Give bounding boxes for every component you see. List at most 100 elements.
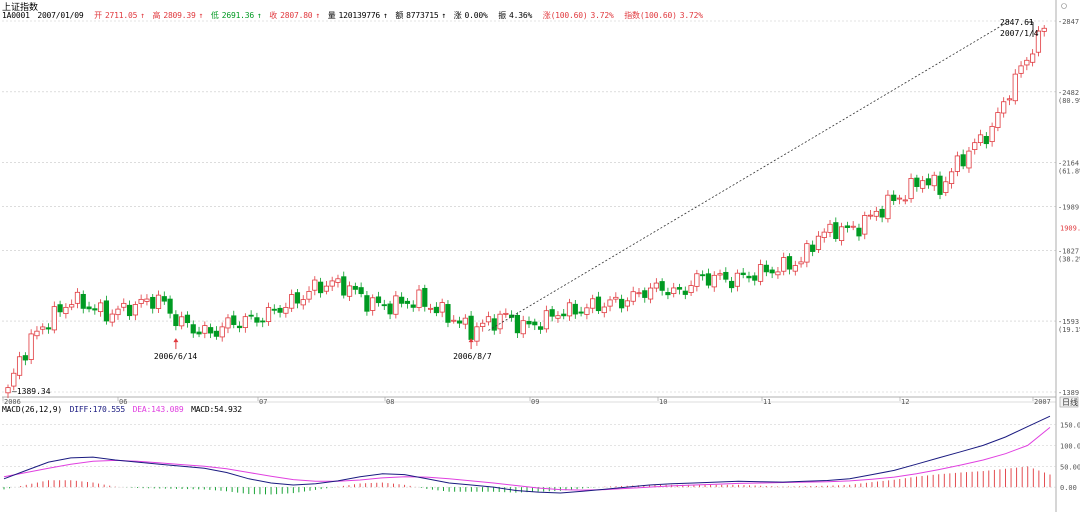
candle-up xyxy=(219,326,225,338)
candle-up xyxy=(711,274,717,288)
macd-value: MACD:54.932 xyxy=(191,405,242,414)
candle-down xyxy=(364,295,370,312)
candle-up xyxy=(132,304,138,316)
candle-up xyxy=(671,287,677,294)
candle-up xyxy=(109,313,115,323)
index-code: 1A0001 2007/01/09 xyxy=(2,11,84,20)
price-axis: -2847.6 -2482.9 -2164.9 -1989.9 -1827.5 -1593… xyxy=(1058,18,1080,397)
candle-down xyxy=(86,306,92,310)
date-tick-label: 2006 xyxy=(4,398,21,406)
candle-up xyxy=(798,261,804,265)
candle-up xyxy=(781,257,787,272)
candle-up xyxy=(1035,30,1042,53)
candle-down xyxy=(208,327,214,334)
macd-info-bar: MACD(26,12,9) DIFF:170.555 DEA:143.089 M… xyxy=(2,405,245,414)
volume-field: 量 120139776 ↑ xyxy=(327,11,388,20)
candle-up xyxy=(323,285,329,292)
candle-down xyxy=(960,154,966,167)
candle-down xyxy=(22,355,28,361)
chart-buttons[interactable]: 日线 xyxy=(1059,3,1079,408)
candle-down xyxy=(537,326,544,330)
change-field: 涨 0.00% xyxy=(453,11,488,20)
candle-up xyxy=(601,306,607,314)
candle-down xyxy=(196,331,202,335)
macd-tick-label: 0.00 xyxy=(1060,484,1077,492)
candle-up xyxy=(300,299,306,306)
candle-up xyxy=(427,307,434,310)
candle-up xyxy=(885,194,891,220)
candle-down xyxy=(891,194,897,201)
candle-up xyxy=(584,307,590,315)
candle-up xyxy=(1018,65,1024,74)
scroll-indicator-icon[interactable] xyxy=(1061,3,1067,9)
candle-down xyxy=(729,280,735,289)
trend-line-layer xyxy=(488,20,1010,331)
candle-up xyxy=(1041,27,1047,32)
candle-down xyxy=(404,300,411,304)
candle-down xyxy=(549,309,555,317)
candle-down xyxy=(786,256,793,270)
candle-up xyxy=(948,171,955,184)
candle-up xyxy=(931,174,937,187)
grid-lines xyxy=(2,0,1057,512)
candle-up xyxy=(995,112,1001,128)
candle-up xyxy=(590,298,596,309)
candle-down xyxy=(914,177,920,187)
candle-down xyxy=(150,296,156,309)
candles-layer xyxy=(5,25,1047,399)
candle-up xyxy=(138,298,144,304)
candle-up xyxy=(346,285,353,297)
percent-tick-label: (38.2%) xyxy=(1058,255,1080,263)
candle-down xyxy=(491,318,497,331)
candle-down xyxy=(80,293,86,309)
candle-down xyxy=(763,264,769,273)
candle-up xyxy=(1001,101,1007,114)
day-k-button-label[interactable]: 日线 xyxy=(1062,397,1078,407)
candle-up xyxy=(474,326,480,342)
macd-tick-label: 50.00 xyxy=(1060,463,1080,471)
candle-down xyxy=(45,327,52,330)
candle-up xyxy=(202,325,208,334)
candle-down xyxy=(682,290,688,295)
date-tick-label: 2007 xyxy=(1034,398,1051,406)
candle-down xyxy=(271,308,277,311)
candle-up xyxy=(821,231,827,238)
candle-up xyxy=(335,278,341,283)
candle-up xyxy=(902,199,908,202)
price-tick-label: -1593.5 xyxy=(1058,318,1080,326)
candle-up xyxy=(155,294,162,309)
candle-up xyxy=(16,356,23,376)
peak-date-label: 2007/1/4 xyxy=(1000,29,1039,38)
candle-up xyxy=(607,299,613,307)
candle-up xyxy=(908,178,914,200)
candle-up xyxy=(520,320,526,335)
date-tick-label: 12 xyxy=(901,398,909,406)
date-tick-label: 08 xyxy=(386,398,394,406)
amplitude-field: 振 4.36% xyxy=(498,11,533,20)
candle-down xyxy=(213,330,219,337)
candle-up xyxy=(283,307,289,314)
candle-up xyxy=(69,304,75,308)
candle-down xyxy=(445,304,451,323)
macd-name: MACD(26,12,9) xyxy=(2,405,63,414)
candle-down xyxy=(173,314,179,327)
candle-down xyxy=(341,276,347,296)
candle-down xyxy=(57,304,63,313)
date-tick-label: 07 xyxy=(259,398,267,406)
annotations-layer: —1389.34 2006/6/14 2006/8/7 2847.61 2007/1/4 xyxy=(12,18,1039,396)
candle-up xyxy=(329,280,335,287)
candle-up xyxy=(439,302,445,313)
candle-down xyxy=(752,275,758,281)
candle-down xyxy=(317,281,324,294)
diff-line xyxy=(3,415,1051,494)
candle-up xyxy=(40,326,46,330)
candle-up xyxy=(289,294,295,309)
candle-down xyxy=(184,314,191,324)
day-k-button[interactable] xyxy=(1059,396,1079,408)
candle-up xyxy=(451,319,457,322)
low-start-label: —1389.34 xyxy=(12,387,51,396)
candle-up xyxy=(792,265,798,272)
candle-up xyxy=(242,316,248,328)
candle-down xyxy=(740,272,746,276)
